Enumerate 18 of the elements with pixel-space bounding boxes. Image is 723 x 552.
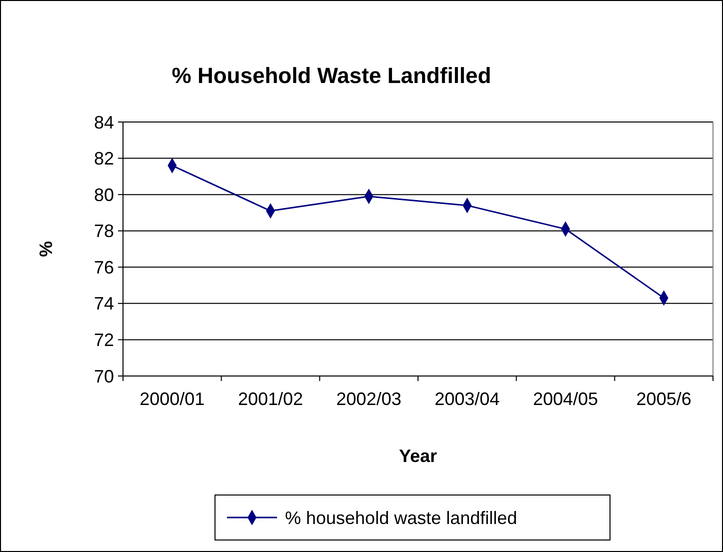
chart-title: % Household Waste Landfilled [172, 63, 492, 88]
y-tick-label: 80 [94, 184, 114, 205]
y-axis-title: % [36, 240, 56, 258]
y-tick-label: 82 [94, 148, 114, 169]
x-tick-label: 2002/03 [336, 389, 402, 409]
y-tick-label: 78 [94, 221, 114, 242]
y-tick-label: 74 [94, 294, 114, 314]
x-tick-label: 2001/02 [238, 389, 304, 409]
x-tick-label: 2004/05 [532, 389, 598, 409]
y-tick-label: 84 [94, 112, 114, 132]
x-axis-title: Year [398, 446, 438, 466]
x-tick-label: 2000/01 [140, 389, 205, 409]
y-tick-label: 76 [94, 257, 114, 278]
x-tick-label: 2003/04 [434, 389, 500, 409]
y-tick-label: 72 [94, 330, 114, 350]
y-tick-label: 70 [94, 366, 114, 386]
legend-label: % household waste landfilled [285, 508, 518, 528]
x-tick-label: 2005/6 [636, 389, 692, 409]
